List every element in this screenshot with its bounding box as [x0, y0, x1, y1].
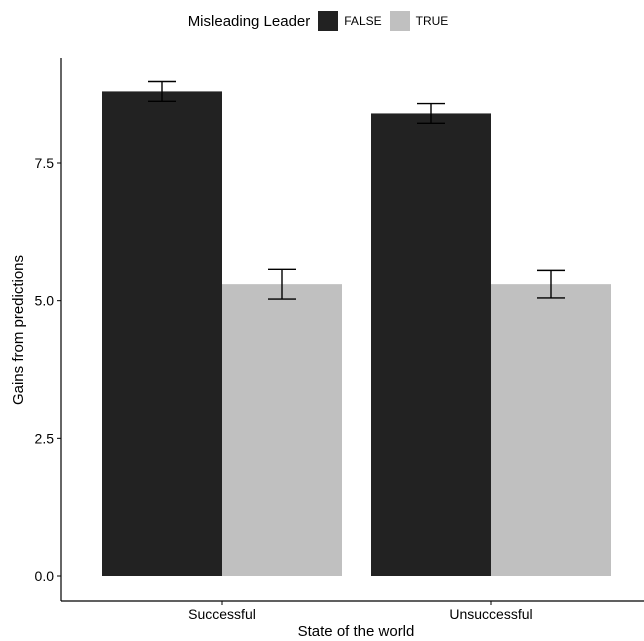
legend-title: Misleading Leader: [187, 12, 311, 30]
y-tick-label: 2.5: [35, 430, 55, 446]
axes: 0.0 2.5 5.0 7.5 Successful Unsuccessful: [35, 58, 644, 622]
y-tick-label: 0.0: [35, 568, 55, 584]
legend-key-true: [389, 11, 410, 31]
x-tick-label: Successful: [188, 606, 256, 622]
x-tick-label: Unsuccessful: [449, 606, 532, 622]
bars: [102, 91, 611, 576]
y-tick-label: 5.0: [35, 293, 55, 309]
legend-label-true: TRUE: [415, 14, 449, 28]
legend: Misleading Leader FALSE TRUE: [0, 11, 644, 31]
bar: [371, 113, 491, 576]
legend-key-false: [318, 11, 339, 31]
legend-item-false: FALSE: [318, 11, 382, 31]
y-tick-label: 7.5: [35, 155, 55, 171]
y-axis-label: Gains from predictions: [10, 255, 27, 405]
x-axis-label: State of the world: [298, 623, 415, 640]
bar: [102, 91, 222, 576]
bar: [222, 284, 342, 576]
bar: [491, 284, 611, 576]
error-bars: [148, 80, 565, 300]
legend-label-false: FALSE: [344, 14, 382, 28]
legend-item-true: TRUE: [389, 11, 449, 31]
